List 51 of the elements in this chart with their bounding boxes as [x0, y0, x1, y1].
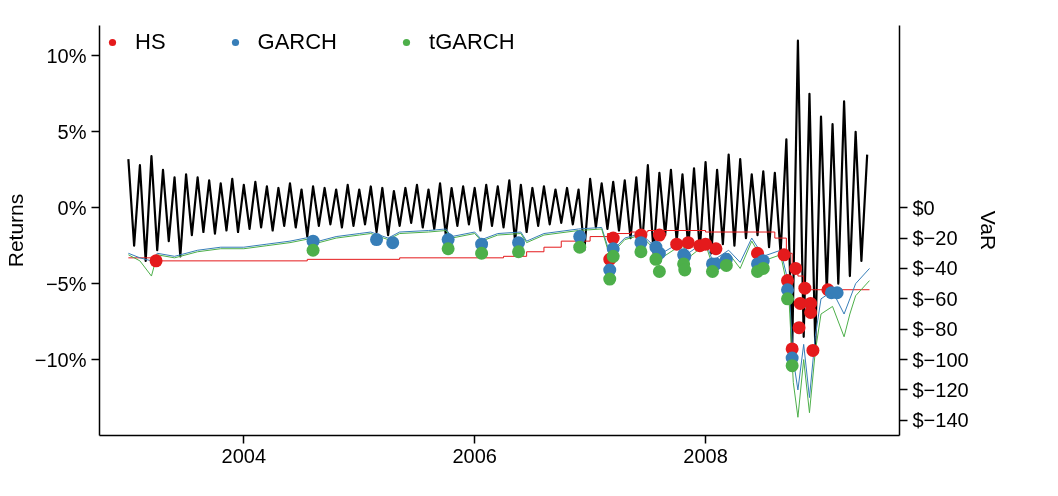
point	[804, 306, 818, 319]
y-tick-label: −5%	[45, 272, 87, 295]
y2-axis-title: VaR	[976, 210, 1000, 251]
point	[603, 272, 617, 286]
legend-label: GARCH	[257, 29, 338, 55]
y2-tick-label: $−20	[912, 227, 958, 250]
point	[441, 242, 455, 256]
point	[670, 237, 684, 251]
point	[756, 261, 770, 275]
x-tick-label: 2008	[683, 444, 728, 467]
point	[777, 248, 791, 262]
point	[573, 230, 587, 244]
point	[652, 265, 666, 278]
point	[798, 281, 812, 295]
y2-tick-label: $−80	[912, 318, 958, 341]
point	[785, 359, 799, 373]
y-tick-label: 0%	[57, 196, 87, 219]
y-tick-label: 10%	[46, 44, 87, 67]
point	[512, 245, 526, 259]
y2-tick-label: $−140	[912, 409, 969, 432]
point	[649, 252, 663, 266]
point	[792, 321, 806, 335]
point	[475, 246, 489, 260]
point	[681, 236, 695, 250]
point	[789, 261, 803, 275]
point	[719, 258, 733, 272]
point	[634, 245, 648, 259]
y2-tick-label: $−100	[912, 348, 969, 371]
point	[652, 228, 666, 242]
point	[781, 292, 795, 306]
y2-tick-label: $−120	[912, 378, 969, 401]
y-tick-label: 5%	[57, 120, 87, 143]
point	[705, 265, 719, 278]
y2-tick-label: $0	[912, 196, 935, 219]
point	[149, 254, 163, 268]
point	[806, 343, 820, 357]
point	[678, 263, 692, 277]
point	[370, 233, 384, 247]
y-axis-title: Returns	[3, 193, 27, 268]
point	[699, 237, 713, 251]
legend-label: HS	[135, 29, 166, 55]
x-tick-label: 2006	[452, 444, 497, 467]
y2-tick-label: $−60	[912, 287, 958, 310]
point	[573, 240, 587, 254]
y-tick-label: −10%	[34, 348, 87, 371]
legend-label: tGARCH	[429, 29, 515, 55]
point	[306, 243, 320, 257]
x-tick-label: 2004	[221, 444, 267, 467]
y2-tick-label: $−40	[912, 257, 958, 280]
point	[386, 236, 400, 250]
point	[709, 242, 723, 256]
